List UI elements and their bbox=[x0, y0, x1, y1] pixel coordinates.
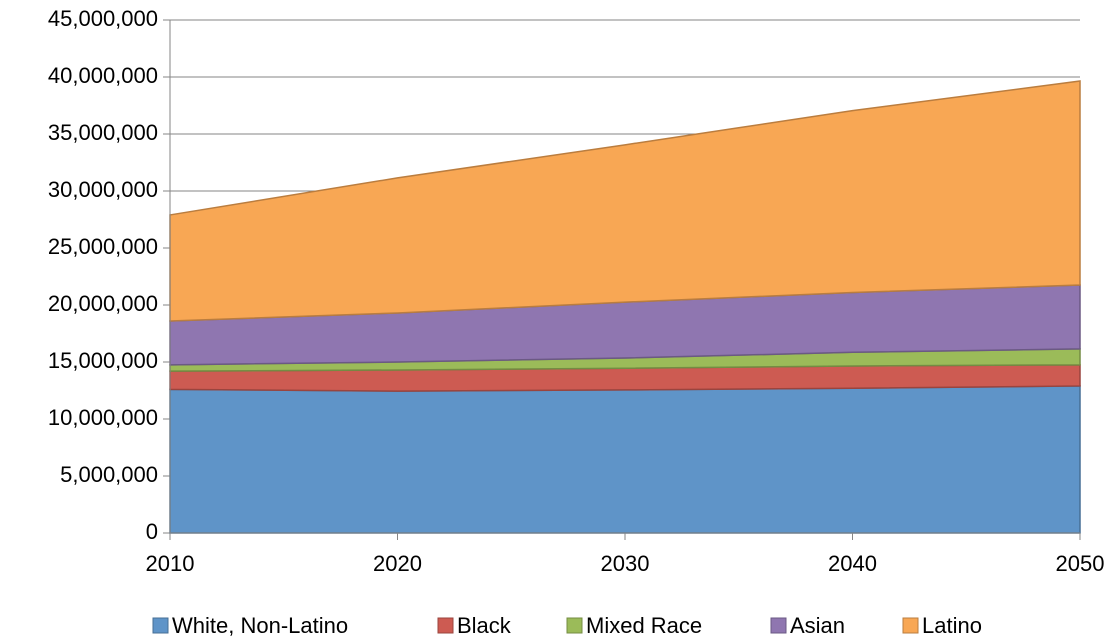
legend-swatch bbox=[566, 617, 583, 634]
legend-swatch bbox=[437, 617, 454, 634]
y-tick-label: 30,000,000 bbox=[48, 177, 158, 202]
area bbox=[169, 385, 1081, 534]
y-tick-label: 10,000,000 bbox=[48, 405, 158, 430]
x-tick-label: 2010 bbox=[146, 551, 195, 576]
legend-label: White, Non-Latino bbox=[172, 613, 348, 638]
x-tick-label: 2050 bbox=[1056, 551, 1105, 576]
y-tick-label: 5,000,000 bbox=[60, 462, 158, 487]
y-tick-label: 35,000,000 bbox=[48, 120, 158, 145]
legend-swatch bbox=[902, 617, 919, 634]
legend-label: Mixed Race bbox=[586, 613, 702, 638]
y-tick-label: 0 bbox=[146, 519, 158, 544]
y-tick-label: 40,000,000 bbox=[48, 63, 158, 88]
y-tick-label: 15,000,000 bbox=[48, 348, 158, 373]
y-tick-label: 25,000,000 bbox=[48, 234, 158, 259]
y-tick-label: 45,000,000 bbox=[48, 6, 158, 31]
legend-swatch bbox=[770, 617, 787, 634]
x-tick-label: 2030 bbox=[601, 551, 650, 576]
y-tick-label: 20,000,000 bbox=[48, 291, 158, 316]
legend-label: Asian bbox=[790, 613, 845, 638]
legend-swatch bbox=[152, 617, 169, 634]
x-tick-label: 2020 bbox=[373, 551, 422, 576]
legend-label: Black bbox=[457, 613, 512, 638]
x-tick-label: 2040 bbox=[828, 551, 877, 576]
area bbox=[169, 80, 1081, 322]
legend-label: Latino bbox=[922, 613, 982, 638]
